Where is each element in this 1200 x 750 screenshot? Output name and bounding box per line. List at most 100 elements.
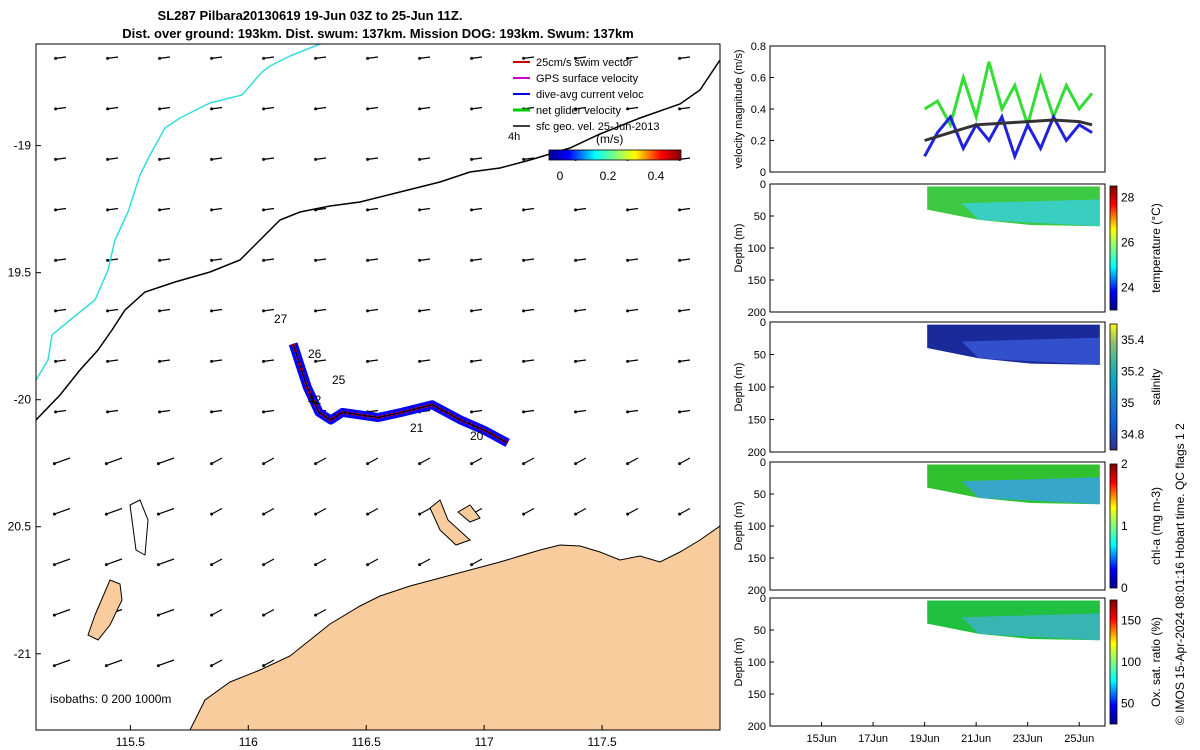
velocity-arrow-head (522, 208, 526, 212)
velocity-arrow-head (52, 613, 56, 617)
velocity-arrow-head (366, 107, 370, 111)
map-panel: 115.5 116 116.5 117 117.5 -19 19.5 -20 20.5 -21 2… (8, 43, 742, 749)
legend-label-sfc: sfc geo. vel. 25-Jun-2013 (536, 121, 660, 133)
map-axis-ticks: 115.5 116 116.5 117 117.5 -19 19.5 -20 20.5 -21 (8, 139, 617, 749)
velocity-arrow (732, 458, 742, 464)
panel-y-tick-label: 200 (748, 307, 766, 319)
velocity-series-1 (923, 113, 1093, 161)
velocity-arrow-head (626, 462, 630, 466)
glider-track (288, 342, 510, 447)
velocity-arrow (419, 106, 431, 110)
velocity-arrow-head (314, 462, 318, 466)
velocity-arrow (107, 359, 119, 362)
velocity-arrow (679, 507, 691, 515)
velocity-arrow (679, 359, 691, 362)
velocity-arrow-head (730, 309, 733, 312)
velocity-arrow-head (210, 258, 214, 262)
velocity-arrow-head (158, 258, 162, 262)
velocity-arrow (159, 409, 171, 413)
panel-axes (769, 597, 1106, 727)
velocity-arrow-head (262, 309, 266, 313)
velocity-arrow (523, 157, 535, 160)
legend-gps-velocity: GPS surface velocity (513, 73, 639, 85)
velocity-arrow-head (262, 462, 266, 466)
isobath-1000m (36, 44, 321, 381)
velocity-arrow-head (106, 359, 110, 363)
velocity-arrow (419, 457, 431, 465)
velocity-arrow-head (158, 107, 162, 111)
island-large (87, 579, 123, 641)
velocity-arrow-head (262, 56, 266, 60)
date-tick-label: 17Jun (858, 733, 888, 745)
velocity-arrow (367, 56, 379, 59)
velocity-arrow (159, 157, 171, 160)
colorbar-tick-label: 35 (1121, 396, 1135, 410)
panel-y-tick-label: 200 (748, 721, 766, 733)
velocity-arrow (54, 507, 71, 515)
velocity-arrow (523, 359, 535, 362)
velocity-arrow-head (104, 462, 108, 466)
legend-swim-vector: 25cm/s swim vector (513, 57, 633, 69)
velocity-arrow (106, 659, 123, 667)
panel-y-label: Depth (m) (733, 502, 745, 551)
velocity-arrow-head (106, 258, 110, 262)
map-x-tick-label: 117.5 (587, 735, 616, 749)
velocity-arrow-head (418, 208, 422, 212)
colorbar-title: chl-a (mg m-3) (1149, 487, 1163, 565)
velocity-arrow-head (52, 664, 56, 668)
velocity-arrow-head (262, 410, 266, 414)
island-point (457, 504, 481, 523)
island-chain (129, 499, 149, 556)
velocity-arrow (679, 258, 691, 261)
velocity-arrow (627, 409, 639, 413)
map-axes (35, 43, 721, 731)
velocity-arrow-head (678, 359, 682, 363)
day-label-20: 20 (470, 429, 484, 443)
velocity-arrow (211, 56, 223, 59)
map-y-tick-label: 19.5 (8, 266, 32, 280)
velocity-arrow (211, 359, 223, 362)
map-x-tick-label: 116.5 (352, 735, 381, 749)
velocity-arrow (159, 258, 171, 261)
velocity-arrow-head (678, 410, 682, 414)
date-tick-label: 23Jun (1013, 733, 1043, 745)
panel-y-tick-label: 50 (754, 625, 766, 637)
velocity-arrow-head (106, 157, 110, 161)
panel-0: 0 0.2 0.4 0.6 0.8 velocity magnitude (m/s) (733, 41, 1106, 179)
velocity-arrow (732, 559, 742, 565)
velocity-arrow-head (106, 107, 110, 111)
velocity-arrow-head (314, 107, 318, 111)
velocity-arrow-head (418, 258, 422, 262)
legend-label-swim: 25cm/s swim vector (536, 57, 633, 69)
velocity-arrow-head (262, 613, 266, 617)
velocity-arrow-head (470, 309, 474, 313)
velocity-arrow-head (314, 359, 318, 363)
panel-2: 0 50 100 150 200 35.4 35.2 35 34.8 salinity Depth … (733, 317, 1163, 459)
velocity-arrow-head (54, 56, 58, 60)
colorbar-tick-2: 0.4 (648, 169, 665, 183)
velocity-arrow (159, 56, 171, 59)
panel-y-tick-label: 150 (748, 689, 766, 701)
colorbar-tick-label: 35.4 (1121, 333, 1145, 347)
velocity-arrow-head (54, 258, 58, 262)
velocity-arrow-head (470, 563, 474, 567)
velocity-arrow-head (470, 359, 474, 363)
day-label-42: 42 (308, 393, 322, 407)
velocity-arrow-head (52, 462, 56, 466)
velocity-arrow (263, 258, 275, 261)
velocity-arrow-head (418, 512, 422, 516)
velocity-arrow (732, 209, 742, 210)
velocity-arrow (627, 207, 639, 211)
velocity-arrow-head (574, 512, 578, 516)
map-x-tick-label: 115.5 (116, 735, 145, 749)
velocity-arrow (575, 56, 587, 59)
velocity-arrow-head (106, 208, 110, 212)
velocity-arrow-head (678, 258, 682, 262)
velocity-arrow-head (54, 410, 58, 414)
date-tick-label: 19Jun (910, 733, 940, 745)
profile-fill-2 (961, 477, 1100, 505)
panel-colorbar (1109, 599, 1118, 725)
velocity-arrow-head (156, 563, 160, 567)
velocity-arrow-head (626, 56, 630, 60)
